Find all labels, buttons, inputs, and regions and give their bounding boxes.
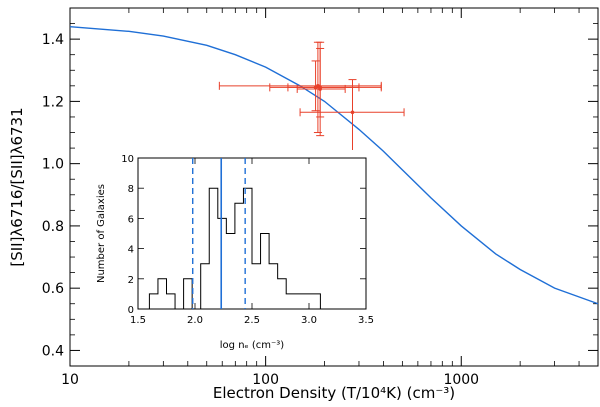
inset-histogram: 1.5 2.0 2.5 3.0 3.5 0 2 4 6 8 10 log nₑ (cm⁻³) Numbe… — [94, 150, 376, 356]
data-point-4 — [296, 41, 346, 137]
x-tick-label: 100 — [252, 372, 279, 388]
x-axis-label: Electron Density (T/10⁴K) (cm⁻³) — [213, 384, 455, 402]
inset-x-tick-label: 2.0 — [187, 315, 203, 326]
histogram-outline — [148, 187, 321, 310]
point-marker — [318, 87, 322, 91]
y-tick-label: 0.4 — [42, 343, 64, 359]
data-point-3 — [287, 47, 360, 118]
inset-y-tick-label: 8 — [128, 184, 134, 195]
inset-y-axis-label: Number of Galaxies — [96, 184, 107, 283]
y-tick-label: 0.8 — [42, 219, 64, 235]
inset-x-tick-label: 3.0 — [301, 315, 317, 326]
y-tick-label: 0.6 — [42, 281, 64, 297]
y-axis-label: [SII]λ6716/[SII]λ6731 — [8, 107, 26, 266]
y-tick-label: 1.4 — [42, 32, 64, 48]
inset-y-tick-label: 4 — [128, 245, 134, 256]
point-marker — [350, 110, 355, 115]
inset-x-tick-label: 2.5 — [244, 315, 260, 326]
inset-x-axis-label: log nₑ (cm⁻³) — [220, 340, 285, 351]
inset-x-tick-label: 1.5 — [130, 315, 146, 326]
x-tick-label: 10 — [61, 372, 79, 388]
inset-background — [94, 150, 376, 356]
inset-x-tick-label: 3.5 — [358, 315, 374, 326]
inset-y-tick-label: 2 — [128, 275, 134, 286]
inset-y-tick-label: 6 — [128, 214, 134, 225]
theory-curve — [69, 25, 599, 305]
inset-y-tick-label: 10 — [121, 154, 134, 165]
y-tick-label: 1.2 — [42, 94, 64, 110]
inset-y-tick-label: 0 — [128, 305, 134, 316]
x-tick-label: 1000 — [443, 372, 479, 388]
y-tick-label: 1.0 — [42, 157, 64, 173]
main-plot-frame — [69, 7, 599, 367]
